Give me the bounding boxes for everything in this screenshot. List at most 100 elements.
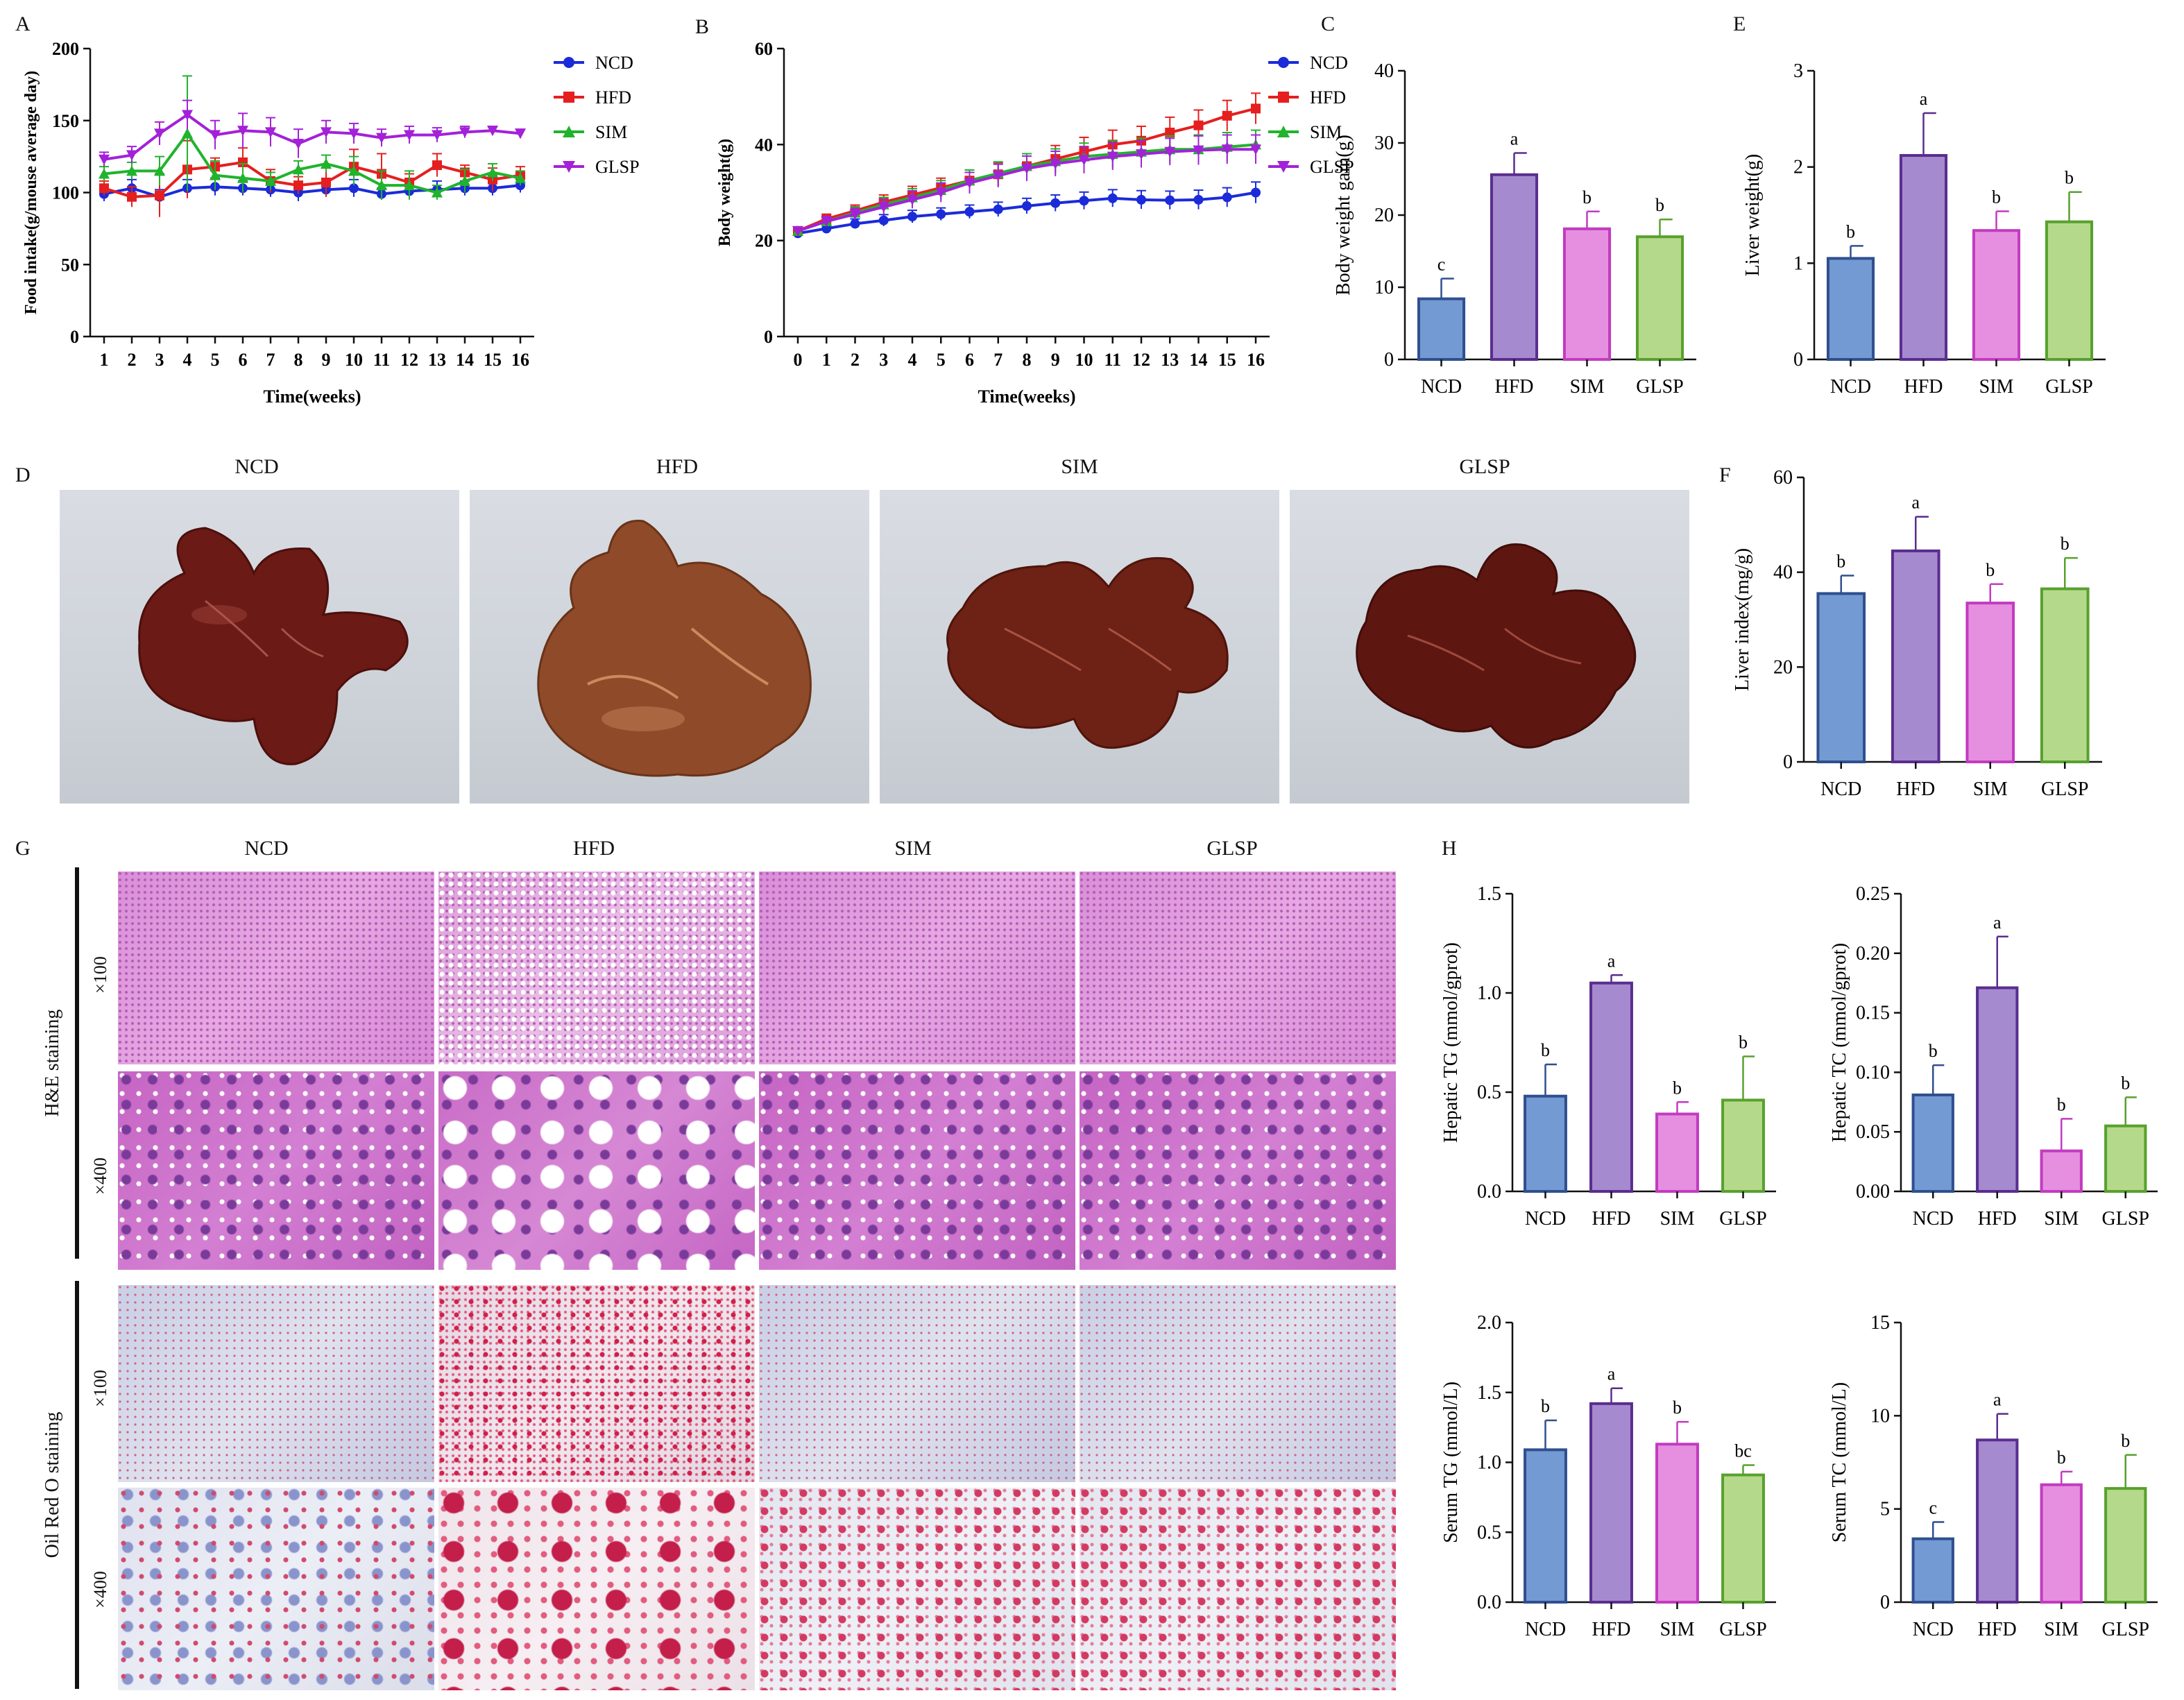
marker-ncd	[1165, 195, 1175, 205]
y-tick-label: 60	[1773, 467, 1793, 488]
bar-glsp	[2104, 1487, 2147, 1604]
marker-ncd	[1107, 193, 1118, 203]
oro-400-ncd	[118, 1488, 434, 1690]
y-tick-label: 2.0	[1477, 1312, 1501, 1334]
bar-glsp	[1721, 1098, 1765, 1193]
x-tick-label: SIM	[2044, 1619, 2079, 1640]
y-tick-label: 10	[1870, 1405, 1890, 1427]
x-tick-label: 6	[239, 350, 248, 370]
oro-400-hfd	[438, 1488, 755, 1690]
significance-letter: a	[1607, 1364, 1616, 1384]
y-axis-label: Serum TG (mmol/L)	[1440, 1382, 1462, 1543]
x-tick-label: HFD	[1592, 1208, 1630, 1230]
y-tick-label: 1.0	[1477, 1452, 1501, 1474]
marker-sim	[432, 187, 443, 198]
x-tick-label: 16	[1247, 350, 1265, 370]
significance-letter: b	[1846, 221, 1855, 241]
x-tick-label: NCD	[1525, 1208, 1566, 1230]
marker-glsp	[1107, 151, 1118, 162]
chart-liver-index: 0 20 40 60 Liver index(mg/g) b NCD a HFD b SIM b GLS…	[1732, 467, 2102, 800]
marker-hfd	[1222, 110, 1232, 121]
y-tick-label: 0.0	[1477, 1592, 1501, 1613]
marker-sim	[210, 169, 221, 180]
x-tick-label: 10	[1075, 350, 1093, 370]
x-tick-label: 7	[266, 350, 275, 370]
marker-ncd	[1079, 196, 1089, 206]
panel-letter-b: B	[695, 15, 710, 38]
y-tick-label: 40	[1773, 562, 1793, 584]
liver-photo-ncd	[60, 490, 459, 804]
x-tick-label: 4	[183, 350, 192, 370]
legend-label-ncd: NCD	[595, 53, 633, 73]
significance-letter: c	[1929, 1497, 1937, 1518]
significance-letter: a	[1911, 493, 1920, 513]
x-tick-label: 13	[428, 350, 446, 370]
marker-hfd	[293, 180, 303, 191]
y-tick-label: 0.0	[1477, 1181, 1501, 1202]
marker-ncd	[936, 209, 946, 219]
marker-hfd	[563, 92, 574, 103]
panel-letter-d: D	[15, 464, 31, 486]
x-tick-label: GLSP	[1719, 1619, 1766, 1640]
bar-hfd	[1976, 1438, 2019, 1604]
y-tick-label: 0.15	[1856, 1003, 1890, 1024]
x-tick-label: 15	[484, 350, 502, 370]
y-tick-label: 0.5	[1477, 1522, 1501, 1543]
x-tick-label: HFD	[1904, 376, 1943, 398]
marker-ncd	[563, 57, 574, 68]
x-tick-label: 14	[456, 350, 474, 370]
marker-glsp	[126, 150, 137, 161]
marker-ncd	[878, 215, 889, 226]
y-axis-label: Body weight(g)	[716, 139, 734, 246]
marker-hfd	[1165, 128, 1175, 138]
oro-group-bracket	[75, 1281, 79, 1689]
x-tick-label: NCD	[1830, 376, 1871, 398]
marker-glsp	[348, 128, 359, 139]
x-tick-label: NCD	[1913, 1208, 1954, 1230]
y-tick-label: 0	[1793, 349, 1803, 371]
y-axis-label: Food intake(g/mouse average day)	[22, 71, 40, 314]
marker-glsp	[487, 126, 498, 137]
y-axis-label: Liver weight(g)	[1742, 154, 1764, 277]
marker-glsp	[964, 178, 975, 189]
legend-label-ncd: NCD	[1310, 53, 1348, 73]
marker-ncd	[1193, 194, 1204, 205]
chart-body-weight-gain: 0 10 20 30 40 Body weight gain(g) c NCD a HFD b SIM…	[1333, 60, 1696, 398]
marker-sim	[265, 175, 276, 186]
he-100-sim	[759, 872, 1075, 1064]
marker-hfd	[1278, 92, 1289, 103]
marker-sim	[237, 172, 248, 183]
marker-sim	[515, 172, 526, 183]
oro-100-sim	[759, 1285, 1075, 1482]
x-tick-label: SIM	[1570, 376, 1605, 398]
marker-ncd	[1222, 192, 1232, 203]
chart-serum-tc: 0 5 10 15 Serum TC (mmol/L) c NCD a HFD b SIM b GLSP	[1829, 1312, 2158, 1640]
y-tick-label: 20	[1374, 205, 1394, 226]
bar-sim	[1655, 1112, 1699, 1193]
y-tick-label: 1.0	[1477, 983, 1501, 1004]
histo-label-glsp: GLSP	[1206, 837, 1258, 860]
y-tick-label: 0.5	[1477, 1082, 1501, 1103]
chart-liver-weight: 0 1 2 3 Liver weight(g) b NCD a HFD b SIM b GLSP	[1742, 60, 2106, 398]
y-tick-label: 15	[1870, 1312, 1890, 1334]
marker-ncd	[850, 219, 860, 229]
y-axis-label: Serum TC (mmol/L)	[1829, 1382, 1850, 1542]
x-tick-label: 11	[1104, 350, 1121, 370]
x-tick-label: HFD	[1978, 1208, 2017, 1230]
histo-label-ncd: NCD	[244, 837, 289, 860]
series-line-ncd	[103, 184, 521, 198]
y-tick-label: 60	[755, 39, 773, 59]
marker-ncd	[907, 212, 917, 222]
he-100-ncd	[118, 872, 434, 1064]
bar-sim	[1655, 1443, 1699, 1604]
bar-sim	[1965, 602, 2015, 763]
x-tick-label: 3	[879, 350, 888, 370]
marker-glsp	[821, 216, 833, 227]
legend-label-glsp: GLSP	[595, 157, 640, 177]
x-tick-label: SIM	[1979, 376, 2014, 398]
x-tick-label: 1	[822, 350, 831, 370]
significance-letter: b	[1541, 1396, 1550, 1416]
chart-serum-tg: 0.0 0.5 1.0 1.5 2.0 Serum TG (mmol/L) b NCD a HFD…	[1440, 1312, 1776, 1640]
marker-glsp	[878, 202, 889, 213]
